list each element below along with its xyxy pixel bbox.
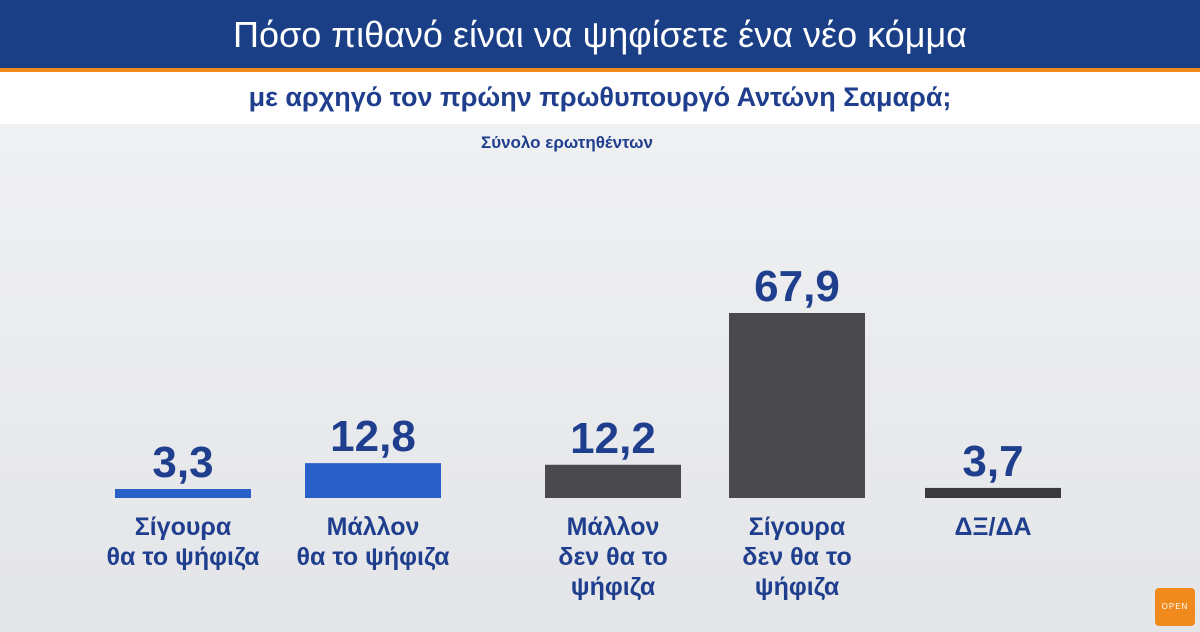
category-label-3-line-1: Μάλλον <box>567 513 660 541</box>
bar-value-label-4: 67,9 <box>754 262 840 311</box>
subtitle-bar: με αρχηγό τον πρώην πρωθυπουργό Αντώνη Σ… <box>0 72 1200 124</box>
bar-1 <box>115 489 251 498</box>
category-label-2-line-2: θα το ψήφιζα <box>297 543 451 571</box>
bar-5 <box>925 487 1061 498</box>
bar-value-label-5: 3,7 <box>962 437 1023 486</box>
category-label-4-line-1: Σίγουρα <box>749 513 846 541</box>
bar-3 <box>545 464 681 498</box>
category-label-1-line-1: Σίγουρα <box>135 513 232 541</box>
category-label-2-line-1: Μάλλον <box>327 513 420 541</box>
accent-line <box>0 68 1200 72</box>
page-title: Πόσο πιθανό είναι να ψηφίσετε ένα νέο κό… <box>232 14 967 55</box>
bar-value-label-3: 12,2 <box>570 414 656 463</box>
title-bar: Πόσο πιθανό είναι να ψηφίσετε ένα νέο κό… <box>0 0 1200 68</box>
category-label-3-line-3: ψήφιζα <box>571 573 656 601</box>
category-label-5-line-1: ΔΞ/ΔΑ <box>954 513 1031 541</box>
category-label-3-line-2: δεν θα το <box>558 543 667 571</box>
channel-logo: OPEN <box>1155 588 1195 626</box>
category-label-4-line-2: δεν θα το <box>742 543 851 571</box>
chart-background <box>0 124 1200 632</box>
bar-4 <box>729 313 865 498</box>
bar-value-label-2: 12,8 <box>330 412 416 461</box>
category-label-4-line-3: ψήφιζα <box>755 573 840 601</box>
page-subtitle: με αρχηγό τον πρώην πρωθυπουργό Αντώνη Σ… <box>248 82 952 112</box>
bar-value-label-1: 3,3 <box>152 438 213 487</box>
sample-note: Σύνολο ερωτηθέντων <box>481 133 653 152</box>
bar-2 <box>305 463 441 498</box>
category-label-1-line-2: θα το ψήφιζα <box>107 543 261 571</box>
